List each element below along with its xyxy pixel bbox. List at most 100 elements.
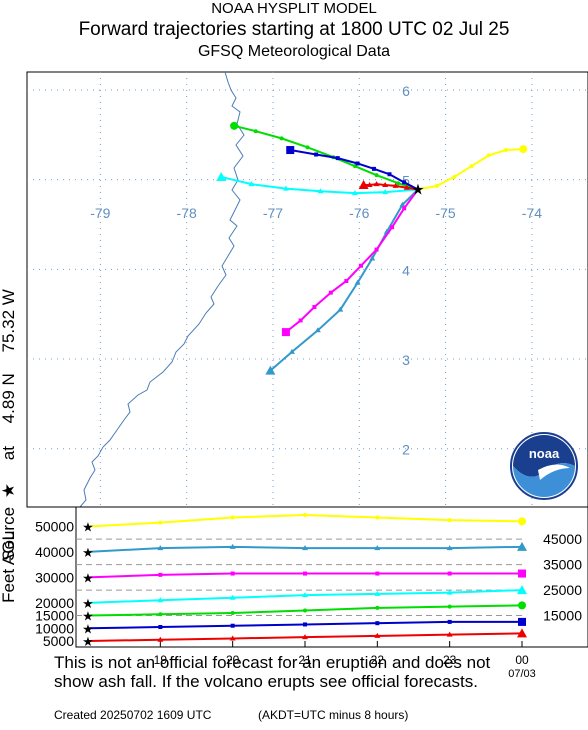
height-source-star-icon: ★ [82, 621, 94, 636]
height-trajectory-point [230, 611, 235, 615]
height-trajectory-point [158, 612, 163, 617]
height-trajectory-point [447, 619, 452, 624]
height-x-tick-label: 20 [226, 653, 240, 667]
map-trajectory-point [253, 129, 258, 134]
map-lon-tick-label: -76 [349, 205, 369, 221]
map-trajectory-point [486, 153, 491, 158]
height-source-star-icon: ★ [82, 519, 94, 534]
map-trajectory-point [335, 156, 340, 161]
height-right-tick-label: 25000 [543, 582, 582, 598]
height-trajectory-point [158, 625, 163, 629]
height-trajectory-point [229, 635, 236, 641]
height-trajectory-end-marker [517, 585, 527, 595]
chart-title-line3: GFSQ Meteorological Data [197, 43, 391, 60]
map-trajectory-point [305, 145, 310, 150]
map-trajectory-end-marker [519, 145, 528, 154]
height-source-star-icon: ★ [82, 570, 94, 585]
height-trajectory-point [303, 622, 307, 627]
map-lat-tick-label: 3 [402, 352, 410, 368]
map-trajectory-point [288, 348, 295, 354]
height-trajectory-point [157, 636, 164, 642]
height-trajectories: ★★★★★★★ [82, 513, 527, 649]
height-trajectory-point [229, 543, 236, 549]
map-trajectory-end-marker [265, 365, 276, 375]
height-x-tick-label: 19 [154, 653, 168, 667]
map-trajectory-end-marker [358, 180, 369, 190]
map-trajectory-end-marker [216, 171, 227, 181]
height-left-tick-label: 15000 [35, 608, 74, 624]
map-trajectory-point [248, 181, 255, 187]
map-lat-tick-label: 4 [402, 262, 410, 278]
height-trajectory-point [375, 605, 380, 610]
map-lat-tick-label: 6 [402, 83, 410, 99]
height-trajectory-end-marker [518, 601, 526, 610]
map-trajectory-point [371, 166, 376, 171]
svg-text:Source ★ at: Source ★ at 4.89 N 75.32 W [0, 289, 18, 561]
map-lat-tick-label: 2 [402, 442, 410, 458]
height-trajectory-point [303, 608, 307, 613]
map-trajectory-point [402, 180, 407, 185]
map-trajectory-point [434, 183, 439, 188]
map-trajectory-point [317, 188, 324, 194]
height-x-tick-label: 22 [371, 653, 385, 667]
map-trajectory-point [314, 152, 319, 157]
height-trajectory-point [302, 634, 308, 640]
height-source-star-icon: ★ [82, 596, 94, 611]
map-lon-tick-label: -74 [522, 205, 542, 221]
height-source-star-icon: ★ [82, 634, 94, 649]
height-trajectory-point [230, 623, 235, 628]
height-trajectory-point [157, 597, 164, 603]
height-trajectory-point [446, 631, 453, 637]
map-trajectory-line [417, 148, 524, 191]
height-left-tick-label: 30000 [35, 569, 74, 585]
height-trajectory-point [375, 621, 380, 626]
height-trajectory-end-marker [517, 628, 527, 638]
height-trajectory-point [230, 571, 235, 576]
source-label-word: Source [0, 507, 18, 561]
height-trajectory-point [303, 513, 307, 517]
height-trajectory-point [446, 589, 453, 595]
map-trajectory-point [390, 225, 395, 230]
map-trajectory-point [344, 278, 349, 283]
noaa-logo-text: noaa [529, 446, 560, 461]
height-left-tick-label: 50000 [35, 518, 74, 534]
map-trajectory-point [403, 184, 410, 190]
map-trajectory-point [354, 279, 361, 285]
height-trajectory-point [374, 545, 381, 551]
map-trajectory-line [269, 188, 419, 372]
map-trajectory-point [298, 318, 303, 323]
height-source-star-icon: ★ [82, 609, 94, 624]
map-lon-tick-label: -77 [263, 205, 283, 221]
height-trajectory-point [375, 571, 380, 576]
source-label-lat: 4.89 N [0, 373, 18, 423]
height-trajectory-point [446, 545, 453, 551]
map-trajectory-point [366, 182, 373, 188]
height-right-tick-label: 35000 [543, 557, 582, 573]
map-trajectory-point [373, 181, 380, 187]
map-lon-tick-label: -79 [90, 205, 110, 221]
height-trajectory-end-marker [518, 617, 526, 626]
map-trajectory-line [285, 188, 419, 333]
height-trajectory-point [447, 604, 452, 609]
map-trajectory-point [402, 206, 407, 211]
height-trajectory-point [157, 545, 164, 551]
height-trajectory-point [230, 515, 235, 520]
map-trajectory-end-marker [286, 146, 295, 155]
height-trajectory-point [374, 590, 381, 596]
timezone-note: (AKDT=UTC minus 8 hours) [258, 708, 409, 722]
map-trajectory-point [382, 189, 389, 195]
map-lon-tick-label: -75 [435, 205, 455, 221]
source-star-icon: ★ [411, 181, 424, 198]
created-note: Created 20250702 1609 UTC [54, 708, 212, 722]
height-left-tick-label: 5000 [43, 633, 74, 649]
height-trajectory-point [302, 545, 308, 551]
height-x-tick-label: 00 [515, 653, 529, 667]
height-frame [75, 506, 588, 648]
map-trajectory-end-marker [230, 121, 239, 130]
map-trajectory-point [504, 148, 509, 153]
map-trajectory-point [382, 182, 389, 188]
height-axis-label: Feet AGL [0, 531, 18, 603]
map-trajectory-point [452, 174, 457, 179]
chart-title-line2: Forward trajectories starting at 1800 UT… [78, 19, 510, 40]
map-trajectory-point [387, 172, 392, 177]
